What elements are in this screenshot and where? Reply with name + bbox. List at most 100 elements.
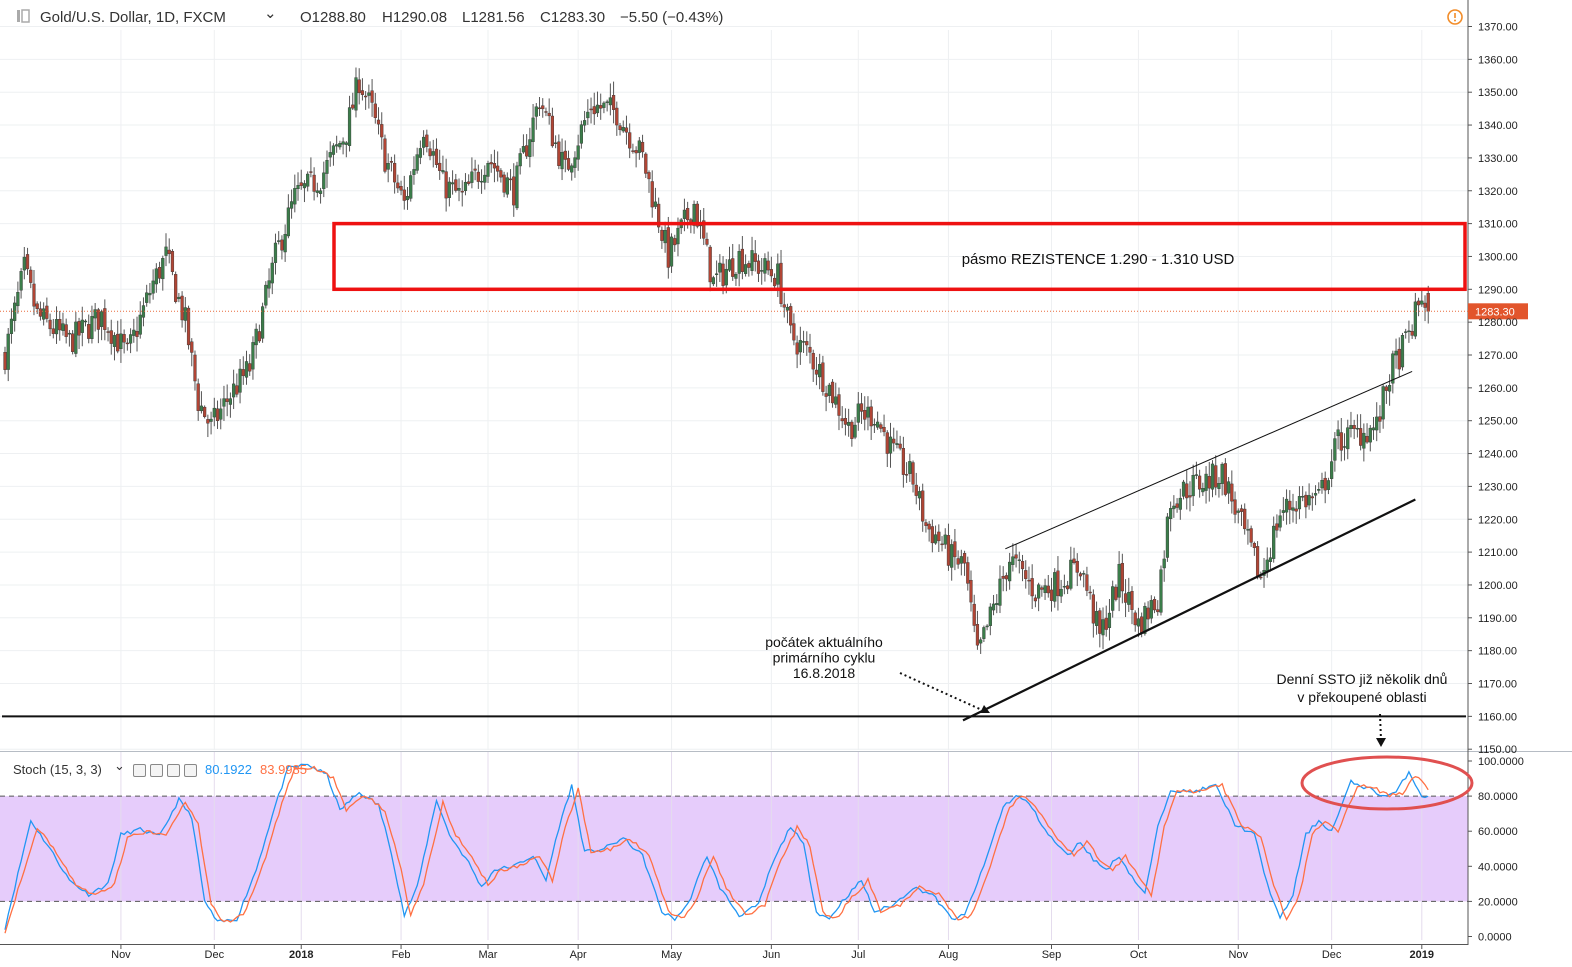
candle-body xyxy=(782,304,786,308)
candle-body xyxy=(1387,385,1392,392)
candle-body xyxy=(769,269,773,277)
candle-body xyxy=(747,263,751,268)
candle-body xyxy=(1394,350,1398,356)
candle-body xyxy=(695,203,699,227)
candle-body xyxy=(1059,588,1063,597)
candle-body xyxy=(470,171,474,183)
candle-body xyxy=(1284,498,1289,513)
candle-body xyxy=(261,306,265,339)
chevron-down-icon[interactable]: ⌄ xyxy=(114,758,125,773)
candle-body xyxy=(434,148,439,165)
candle-body xyxy=(557,141,561,166)
candle-body xyxy=(921,490,925,522)
settings-icon[interactable] xyxy=(150,764,163,777)
candle-body xyxy=(592,106,596,115)
candle-body xyxy=(1188,495,1192,498)
resistance-zone-label: pásmo REZISTENCE 1.290 - 1.310 USD xyxy=(962,251,1235,268)
candle-body xyxy=(228,398,232,405)
candle-body xyxy=(547,112,551,117)
time-axis-label: Apr xyxy=(570,949,587,961)
candle-body xyxy=(42,308,46,320)
candle-body xyxy=(1381,386,1385,420)
ohlc-close: C1283.30 xyxy=(540,9,606,26)
candle-body xyxy=(209,418,213,422)
candle-body xyxy=(914,484,918,496)
annotation-cycle-start-line: primárního cyklu xyxy=(773,650,876,666)
candle-body xyxy=(1323,477,1327,491)
candle-body xyxy=(151,280,155,294)
price-axis-label: 1180.00 xyxy=(1478,646,1517,658)
price-axis-label: 1350.00 xyxy=(1478,87,1518,99)
candle-body xyxy=(785,306,790,311)
candle-body xyxy=(164,246,168,256)
candle-body xyxy=(1069,559,1073,589)
candle-body xyxy=(132,329,136,336)
candle-body xyxy=(222,398,226,407)
time-axis-label: May xyxy=(661,949,682,961)
candle-body xyxy=(1017,559,1021,561)
candle-body xyxy=(1243,508,1247,530)
candle-body xyxy=(615,107,619,126)
candle-body xyxy=(731,258,735,277)
stoch-title[interactable]: Stoch (15, 3, 3) xyxy=(13,762,102,777)
candle-body xyxy=(177,296,181,299)
candle-body xyxy=(1275,523,1279,531)
time-axis-label: Oct xyxy=(1130,949,1147,961)
time-axis-label: Jun xyxy=(762,949,780,961)
candle-body xyxy=(206,419,210,424)
candle-body xyxy=(174,274,178,302)
annotation-ssto-line: Denní SSTO již několik dnů xyxy=(1277,671,1448,687)
candle-body xyxy=(866,406,870,418)
candle-body xyxy=(71,333,75,352)
candle-body xyxy=(1407,330,1411,333)
candle-body xyxy=(563,150,567,160)
candle-body xyxy=(1111,586,1115,611)
candle-body xyxy=(631,150,635,152)
candle-body xyxy=(792,323,796,341)
candle-body xyxy=(1065,585,1070,590)
candle-body xyxy=(824,393,828,397)
candle-body xyxy=(962,553,967,564)
candle-body xyxy=(167,249,171,255)
candle-body xyxy=(1416,300,1421,306)
close-icon[interactable] xyxy=(184,764,197,777)
candle-body xyxy=(399,186,403,191)
candle-body xyxy=(1217,483,1221,489)
symbol-selector-icon[interactable] xyxy=(16,8,30,28)
candle-body xyxy=(1291,507,1295,511)
price-axis-label: 1260.00 xyxy=(1478,383,1518,395)
candle-body xyxy=(1194,474,1198,476)
eye-icon[interactable] xyxy=(133,764,146,777)
candle-body xyxy=(299,182,303,186)
candle-body xyxy=(302,183,307,189)
chart-header: Gold/U.S. Dollar, 1D, FXCM ⌄ O1288.80 H1… xyxy=(0,0,1480,38)
candle-body xyxy=(818,364,822,378)
plus-icon[interactable] xyxy=(167,764,180,777)
annotation-ssto-line: v překoupené oblasti xyxy=(1297,689,1426,705)
candle-body xyxy=(621,127,625,132)
candle-body xyxy=(16,292,20,307)
chevron-down-icon[interactable]: ⌄ xyxy=(264,5,277,22)
candle-body xyxy=(1085,574,1089,591)
candle-body xyxy=(1136,618,1141,627)
candle-body xyxy=(985,625,989,628)
candle-body xyxy=(1371,427,1376,431)
candle-body xyxy=(1130,591,1134,610)
candle-body xyxy=(744,264,748,274)
symbol-title[interactable]: Gold/U.S. Dollar, 1D, FXCM xyxy=(40,9,226,26)
candle-body xyxy=(1046,585,1050,594)
candle-body xyxy=(570,165,574,173)
candle-body xyxy=(843,418,848,425)
candle-body xyxy=(1062,586,1066,588)
candle-body xyxy=(1278,515,1282,528)
candle-body xyxy=(872,424,876,426)
candle-body xyxy=(1024,570,1028,579)
candle-body xyxy=(1117,563,1121,598)
candle-body xyxy=(1397,348,1401,370)
candle-body xyxy=(1165,516,1170,558)
candle-body xyxy=(666,227,670,268)
candle-body xyxy=(827,384,831,396)
clock-alert-icon[interactable] xyxy=(1446,8,1464,30)
candle-body xyxy=(982,627,986,639)
